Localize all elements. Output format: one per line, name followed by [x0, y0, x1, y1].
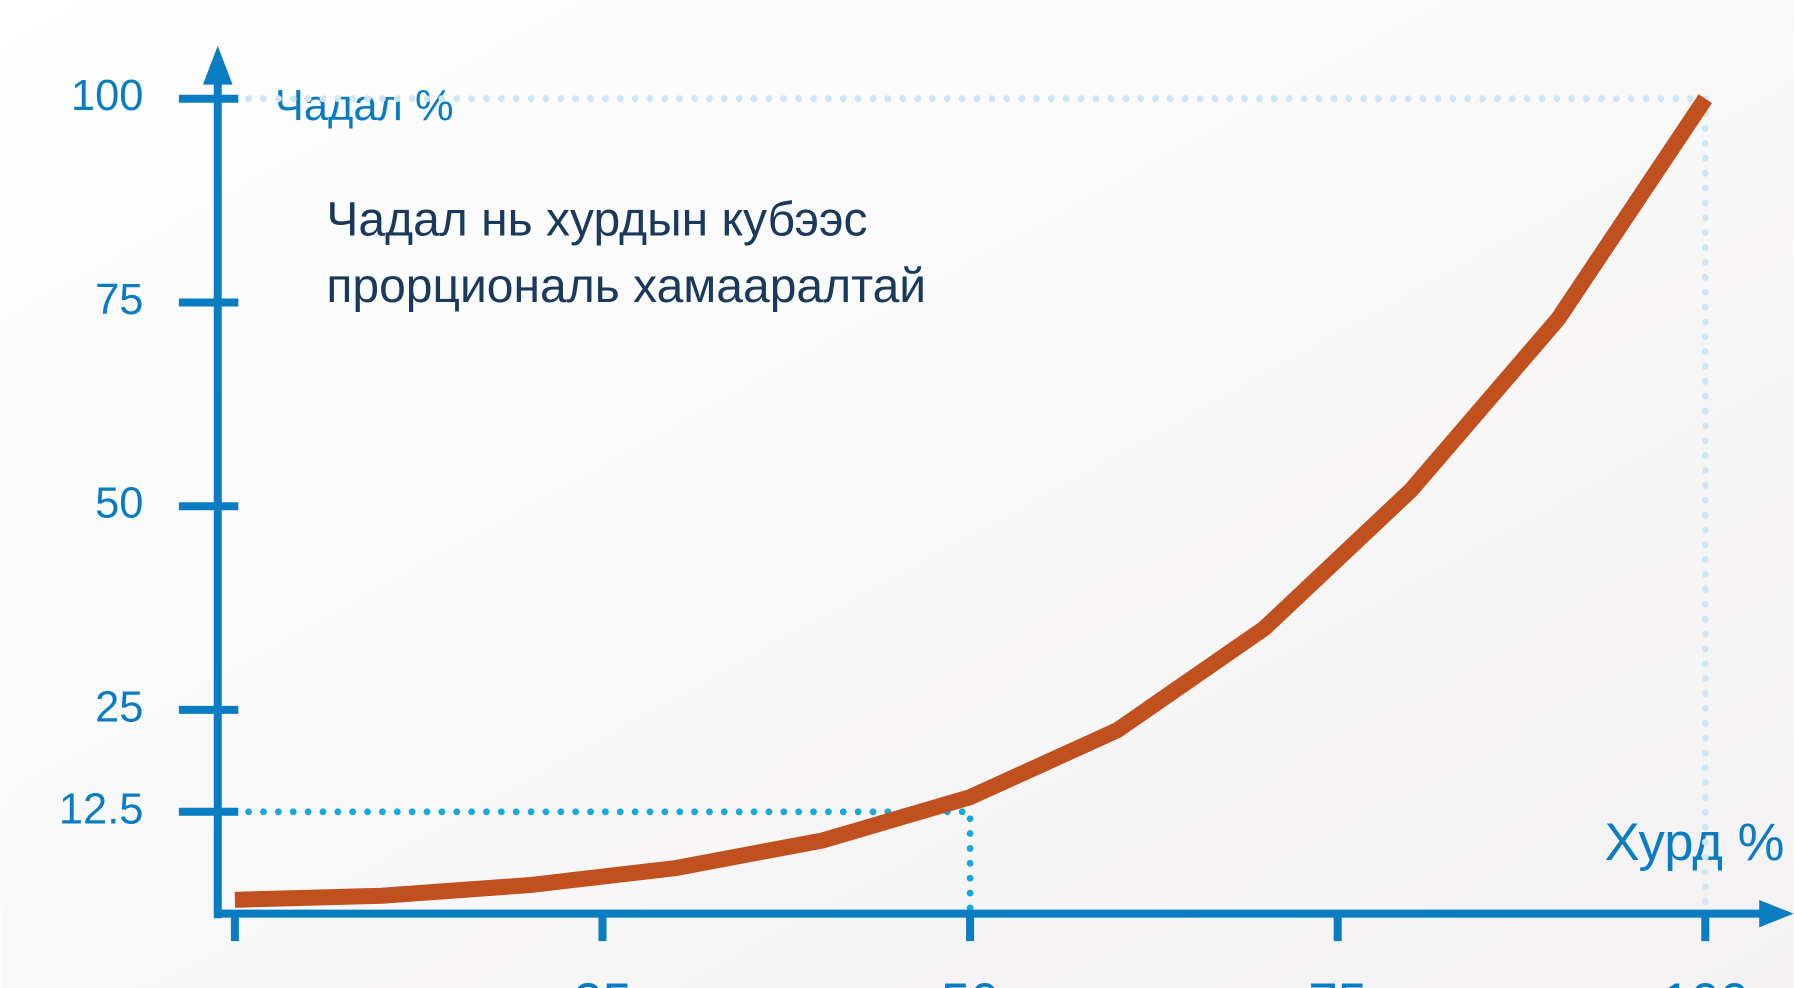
- annotation: прорциональ хамааралтай: [326, 260, 926, 313]
- x-axis-label: Хурд %: [1605, 813, 1785, 872]
- y-tick-label: 25: [95, 683, 143, 731]
- x-axis-arrow: [1759, 899, 1794, 928]
- reference-line: [230, 95, 1709, 918]
- power-curve: [234, 94, 1712, 908]
- x-tick-label: 75: [1308, 973, 1367, 988]
- x-tick-label: 100: [1661, 973, 1749, 988]
- reference-line: [230, 808, 974, 918]
- x-tick-label: 25: [573, 973, 632, 988]
- y-axis-label: Чадал %: [275, 82, 454, 130]
- annotation: Чадал нь хурдын кубээс: [326, 194, 867, 247]
- y-axis-arrow: [202, 45, 233, 85]
- y-tick-label: 50: [95, 480, 143, 528]
- y-tick-label: 12.5: [59, 785, 144, 833]
- y-tick-label: 75: [95, 276, 143, 324]
- y-tick-label: 100: [71, 72, 143, 120]
- x-tick-label: 50: [941, 973, 1000, 988]
